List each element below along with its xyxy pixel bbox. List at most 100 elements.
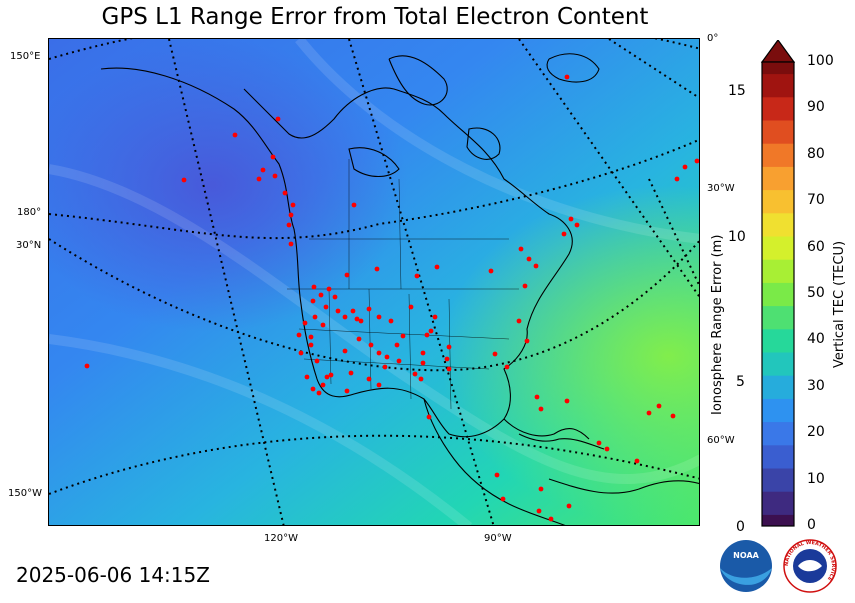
colorbar-tick: 20 — [807, 424, 825, 441]
gps-station-dot — [516, 318, 522, 324]
colorbar-band — [762, 375, 794, 388]
gps-station-dot — [412, 371, 418, 377]
gps-station-dot — [494, 472, 500, 478]
colorbar-band — [762, 143, 794, 156]
gps-station-dot — [524, 338, 530, 344]
gps-station-dot — [574, 222, 580, 228]
gps-station-dot — [444, 356, 450, 362]
gps-station-dot — [596, 440, 602, 446]
colorbar-title: Vertical TEC (TECU) — [832, 240, 847, 368]
range-tick-10: 10 — [728, 229, 746, 245]
gps-station-dot — [376, 350, 382, 356]
gps-station-dot — [324, 374, 330, 380]
colorbar-band — [762, 259, 794, 272]
gps-station-dot — [428, 328, 434, 334]
colorbar-band — [762, 352, 794, 365]
gps-station-dot — [351, 202, 357, 208]
gps-station-dot — [326, 286, 332, 292]
gps-station-dot — [311, 284, 317, 290]
lon-label-60w: 60°W — [707, 435, 735, 446]
gps-station-dot — [260, 167, 266, 173]
colorbar-band — [762, 468, 794, 481]
gps-station-dot — [181, 177, 187, 183]
colorbar-band — [762, 166, 794, 179]
gps-station-dot — [296, 332, 302, 338]
colorbar-band — [762, 305, 794, 318]
colorbar-tick: 0 — [807, 517, 816, 533]
gps-station-dot — [275, 116, 281, 122]
gps-station-dot — [290, 202, 296, 208]
gps-station-dot — [256, 176, 262, 182]
gps-station-dot — [286, 222, 292, 228]
gps-station-dot — [342, 314, 348, 320]
gps-station-dot — [533, 263, 539, 269]
gps-station-dot — [526, 256, 532, 262]
gps-station-dot — [670, 413, 676, 419]
gps-station-dot — [518, 246, 524, 252]
gps-station-dot — [564, 74, 570, 80]
colorbar-band — [762, 96, 794, 109]
map-canvas — [49, 39, 699, 525]
gps-station-dot — [400, 333, 406, 339]
gps-station-dot — [568, 216, 574, 222]
colorbar-tick: 30 — [807, 377, 825, 394]
gps-station-dot — [538, 406, 544, 412]
colorbar-tick: 50 — [807, 285, 825, 301]
gps-station-dot — [674, 176, 680, 182]
colorbar-tick: 70 — [807, 192, 825, 209]
range-tick-5: 5 — [736, 374, 745, 390]
colorbar-band — [762, 514, 794, 527]
lon-label-120w: 120°W — [264, 533, 298, 544]
colorbar-band — [762, 62, 794, 75]
graticule — [49, 39, 699, 525]
gps-station-dot — [308, 334, 314, 340]
gps-station-dot — [350, 308, 356, 314]
colorbar-band — [762, 479, 794, 492]
colorbar-band — [762, 236, 794, 249]
noaa-logo: NOAA — [720, 540, 772, 592]
colorbar-band — [762, 433, 794, 446]
colorbar-band — [762, 410, 794, 423]
gps-station-dot — [420, 360, 426, 366]
gps-station-dot — [500, 496, 506, 502]
gps-station-dot — [382, 364, 388, 370]
range-axis-title: Ionosphere Range Error (m) — [710, 234, 725, 415]
gps-station-dot — [302, 320, 308, 326]
gps-station-dot — [318, 292, 324, 298]
colorbar-band — [762, 178, 794, 191]
gps-station-dot — [270, 154, 276, 160]
gps-station-dot — [366, 306, 372, 312]
colorbar-band — [762, 502, 794, 515]
gps-station-dot — [314, 358, 320, 364]
gps-station-dot — [368, 342, 374, 348]
gps-stations — [84, 74, 699, 522]
gps-station-dot — [308, 342, 314, 348]
gps-station-dot — [376, 314, 382, 320]
colorbar-band — [762, 224, 794, 237]
gps-station-dot — [310, 298, 316, 304]
gps-station-dot — [396, 358, 402, 364]
colorbar-frame — [761, 61, 795, 527]
colorbar-band — [762, 212, 794, 225]
gps-station-dot — [374, 266, 380, 272]
colorbar-band — [762, 340, 794, 353]
gps-station-dot — [394, 342, 400, 348]
gps-station-dot — [682, 164, 688, 170]
colorbar-band — [762, 282, 794, 295]
lon-label-150w: 150°W — [8, 488, 42, 499]
gps-station-dot — [534, 394, 540, 400]
gps-station-dot — [366, 376, 372, 382]
lat-label-30n: 30°N — [16, 240, 42, 251]
tec-colorbar — [760, 38, 800, 534]
gps-station-dot — [335, 308, 341, 314]
colorbar-tick: 80 — [807, 145, 825, 162]
gps-station-dot — [342, 348, 348, 354]
colorbar-band — [762, 491, 794, 504]
gps-station-dot — [348, 370, 354, 376]
lon-label-180: 180° — [17, 207, 42, 218]
range-tick-0: 0 — [736, 519, 745, 535]
gps-station-dot — [272, 173, 278, 179]
gps-station-dot — [298, 350, 304, 356]
gps-station-dot — [312, 314, 318, 320]
gps-station-dot — [420, 350, 426, 356]
